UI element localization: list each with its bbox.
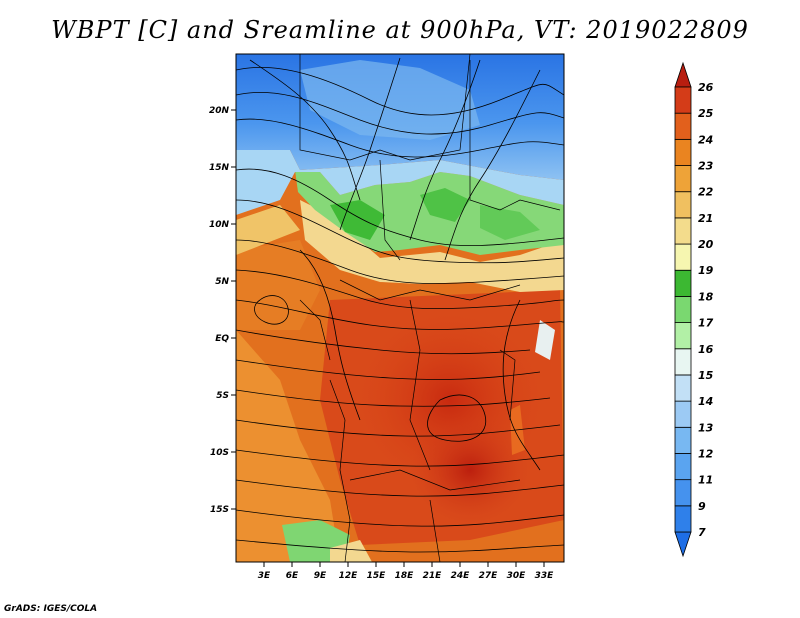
- colorbar-label: 14: [698, 395, 713, 408]
- colorbar-label: 24: [698, 133, 713, 146]
- colorbar-label: 11: [698, 474, 713, 487]
- lat-label: 10N: [209, 220, 230, 230]
- colorbar-label: 9: [698, 500, 706, 513]
- colorbar-max-triangle: [674, 61, 692, 88]
- colorbar-label: 19: [698, 264, 714, 277]
- lon-label: 33E: [535, 571, 555, 581]
- colorbar-label: 7: [698, 526, 706, 539]
- colorbar-segment: [674, 165, 692, 193]
- colorbar-label: 16: [698, 343, 714, 356]
- lat-label: EQ: [215, 334, 229, 344]
- colorbar-label: 15: [698, 369, 714, 382]
- lon-label: 12E: [339, 571, 359, 581]
- lon-label: 24E: [451, 571, 471, 581]
- colorbar-label: 17: [698, 317, 714, 330]
- colorbar-min-triangle: [674, 531, 692, 558]
- colorbar-segment: [674, 322, 692, 350]
- map-frame: [235, 53, 565, 563]
- colorbar-segment: [674, 217, 692, 245]
- colorbar-segment: [674, 479, 692, 507]
- colorbar-label: 25: [698, 107, 714, 120]
- map-title: WBPT [C] and Sreamline at 900hPa, VT: 20…: [51, 16, 749, 44]
- lat-label: 15S: [210, 505, 229, 515]
- longitude-axis: 3E 6E 9E 12E 15E 18E 21E 24E 27E 30E 33E: [258, 562, 554, 581]
- colorbar-segment: [674, 191, 692, 219]
- colorbar-label: 21: [698, 212, 713, 225]
- lat-label: 15N: [209, 163, 230, 173]
- lon-label: 30E: [507, 571, 527, 581]
- lon-label: 9E: [314, 571, 327, 581]
- colorbar-label: 12: [698, 447, 714, 460]
- colorbar-segment: [674, 426, 692, 454]
- lat-label: 20N: [209, 106, 230, 116]
- colorbar-segment: [674, 112, 692, 140]
- colorbar-segment: [674, 348, 692, 376]
- lon-label: 18E: [395, 571, 415, 581]
- colorbar-segment: [674, 296, 692, 323]
- colorbar-label: 26: [698, 81, 714, 94]
- latitude-axis: 20N 15N 10N 5N EQ 5S 10S 15S: [209, 106, 236, 515]
- lat-label: 5N: [215, 277, 229, 287]
- colorbar-label: 22: [698, 186, 714, 199]
- streamlines: [236, 57, 564, 553]
- colorbar-segment: [674, 453, 692, 481]
- country-borders: [299, 54, 561, 562]
- lon-label: 27E: [479, 571, 499, 581]
- colorbar-label: 18: [698, 290, 714, 303]
- lat-label: 5S: [216, 391, 229, 401]
- colorbar-segment: [674, 243, 692, 271]
- lon-label: 3E: [258, 571, 271, 581]
- temperature-field: [236, 54, 564, 562]
- colorbar-segment: [674, 138, 692, 166]
- colorbar-label: 13: [698, 421, 714, 434]
- colorbar-segment: [674, 400, 692, 428]
- colorbar-label: 20: [698, 238, 714, 251]
- colorbar-segment: [674, 86, 692, 114]
- colorbar-segment: [674, 505, 692, 533]
- colorbar: 7 9 11 12 13 14 15 16 17 18 19 20 21 22 23 24 25 26: [674, 61, 714, 558]
- lon-label: 21E: [423, 571, 443, 581]
- lon-label: 15E: [367, 571, 387, 581]
- colorbar-segment: [674, 269, 692, 297]
- lon-label: 6E: [286, 571, 299, 581]
- colorbar-segment: [674, 374, 692, 402]
- colorbar-label: 23: [698, 160, 714, 173]
- credit-label: GrADS: IGES/COLA: [4, 604, 98, 614]
- lat-label: 10S: [210, 448, 229, 458]
